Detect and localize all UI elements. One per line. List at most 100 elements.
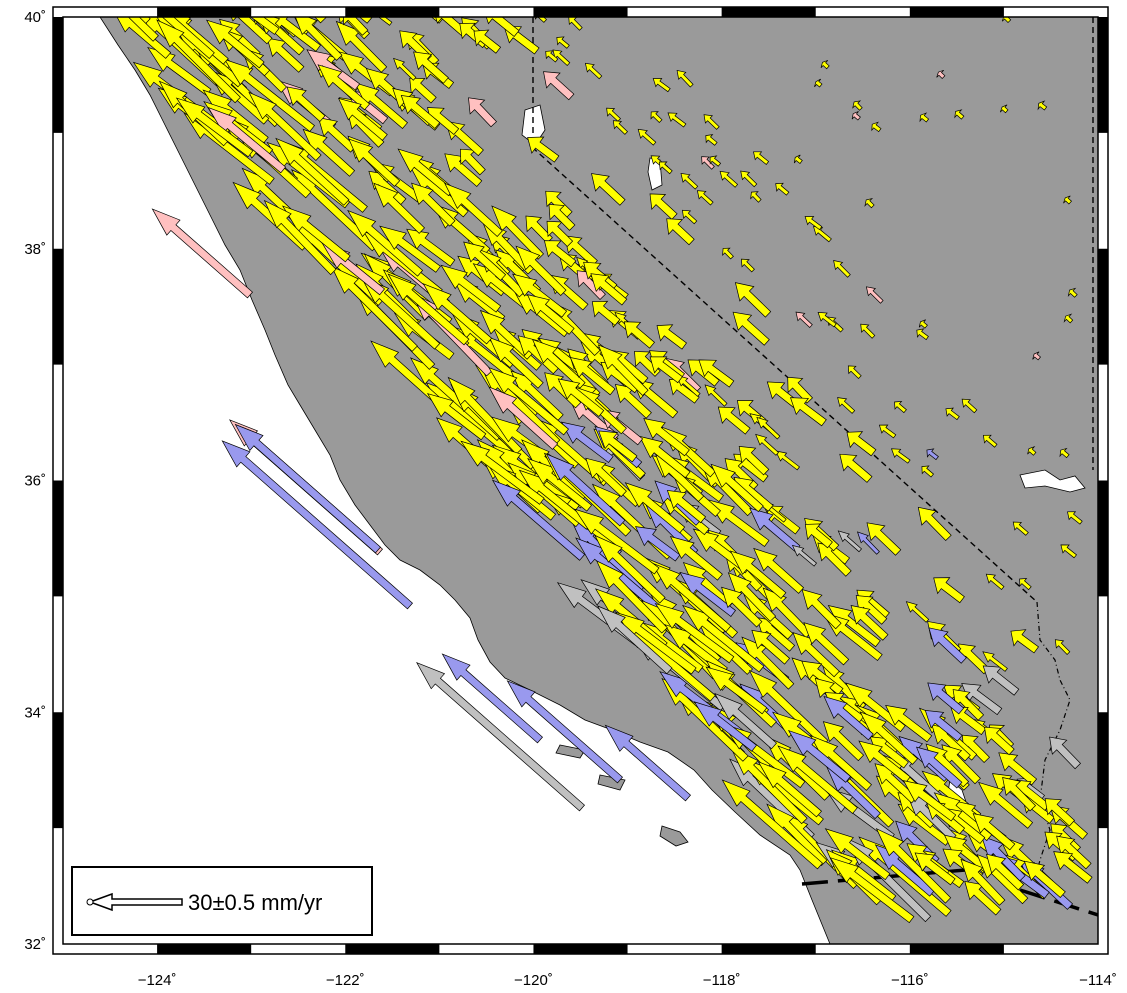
frame-segment [1098,17,1108,133]
velocity-arrow [667,112,687,128]
velocity-arrow [342,17,369,36]
velocity-arrow [348,138,401,187]
velocity-arrow [705,134,718,146]
velocity-arrow [982,434,998,448]
velocity-arrow [696,190,714,206]
velocity-arrow [679,571,736,617]
velocity-arrow [846,431,877,457]
velocity-arrow [234,423,381,554]
velocity-arrow [1044,798,1075,827]
velocity-arrow [704,384,728,407]
velocity-arrow [654,602,735,664]
velocity-arrow [649,193,678,220]
velocity-arrow [751,629,791,665]
frame-segment [53,712,63,829]
velocity-arrow [302,128,356,177]
velocity-arrow [1049,736,1081,770]
velocity-arrow [928,627,967,664]
velocity-arrow [564,235,598,267]
velocity-arrow [875,827,952,904]
velocity-arrow [1067,511,1083,525]
velocity-arrow [793,154,803,164]
velocity-arrow [372,17,393,26]
velocity-arrow [858,740,911,784]
velocity-arrow [515,245,567,296]
velocity-arrow [590,273,628,306]
velocity-arrow [379,225,441,273]
velocity-arrow [698,359,735,388]
velocity-arrow [933,577,965,604]
velocity-arrow [545,50,559,63]
velocity-arrow [460,148,486,176]
velocity-arrow [865,286,884,304]
velocity-arrow [156,19,241,104]
velocity-arrow [734,282,772,318]
velocity-arrow [223,58,315,132]
velocity-arrow [775,182,790,196]
velocity-arrow [440,264,502,313]
velocity-arrow [161,17,215,59]
velocity-arrow [656,324,687,350]
latitude-tick-label: 36˚ [24,473,46,490]
longitude-tick-label: −116˚ [891,972,929,989]
velocity-arrow [664,624,728,675]
velocity-arrow [820,60,830,70]
velocity-arrow [936,69,946,79]
velocity-arrow [750,191,762,203]
velocity-arrow [829,857,915,924]
velocity-arrow [1060,544,1077,559]
velocity-arrow [982,665,1020,696]
frame-segment [345,7,440,17]
velocity-arrow [546,220,574,247]
velocity-arrow [792,632,840,678]
velocity-arrow [556,36,570,49]
velocity-arrow [411,182,456,227]
velocity-arrow [817,312,837,328]
velocity-arrow [557,378,605,417]
frame-segment [533,944,628,954]
velocity-arrow [576,270,606,300]
velocity-arrow [984,726,1015,756]
longitude-tick-label: −124˚ [138,972,177,989]
frame-segment [721,7,816,17]
velocity-arrow [916,746,963,789]
velocity-arrow [803,622,850,666]
velocity-arrow [596,605,673,675]
longitude-tick-label: −118˚ [703,972,741,989]
velocity-arrow [706,499,770,547]
longitude-tick-label: −114˚ [1079,972,1117,989]
velocity-arrow [681,604,765,673]
velocity-arrow [269,17,321,52]
velocity-arrow [373,182,425,234]
velocity-arrow [337,97,388,141]
velocity-arrow [972,813,1016,851]
velocity-arrow [614,611,697,675]
velocity-arrow [823,696,874,741]
latitude-tick-label: 38˚ [24,241,46,258]
velocity-arrow [741,636,795,690]
velocity-arrow [774,450,800,471]
velocity-arrow [787,376,813,404]
velocity-arrow [597,344,649,396]
velocity-arrow [413,51,449,84]
velocity-arrow [116,17,172,59]
velocity-arrow [864,197,875,209]
velocity-arrow [463,241,507,281]
velocity-arrow [275,137,350,206]
velocity-arrow [314,17,327,24]
velocity-arrow [604,724,691,802]
velocity-arrow [659,161,673,175]
velocity-arrow [804,216,823,231]
velocity-arrow [584,62,603,80]
velocity-arrow [801,660,844,696]
velocity-arrow [945,407,960,421]
velocity-arrow [669,535,723,581]
velocity-arrow [927,682,965,715]
velocity-vectors [116,17,1093,924]
velocity-arrow [1023,860,1066,898]
velocity-arrow [441,653,543,744]
longitude-tick-label: −120˚ [514,972,553,989]
velocity-arrow [531,338,586,389]
velocity-arrow [824,828,891,881]
velocity-arrow [643,418,690,457]
